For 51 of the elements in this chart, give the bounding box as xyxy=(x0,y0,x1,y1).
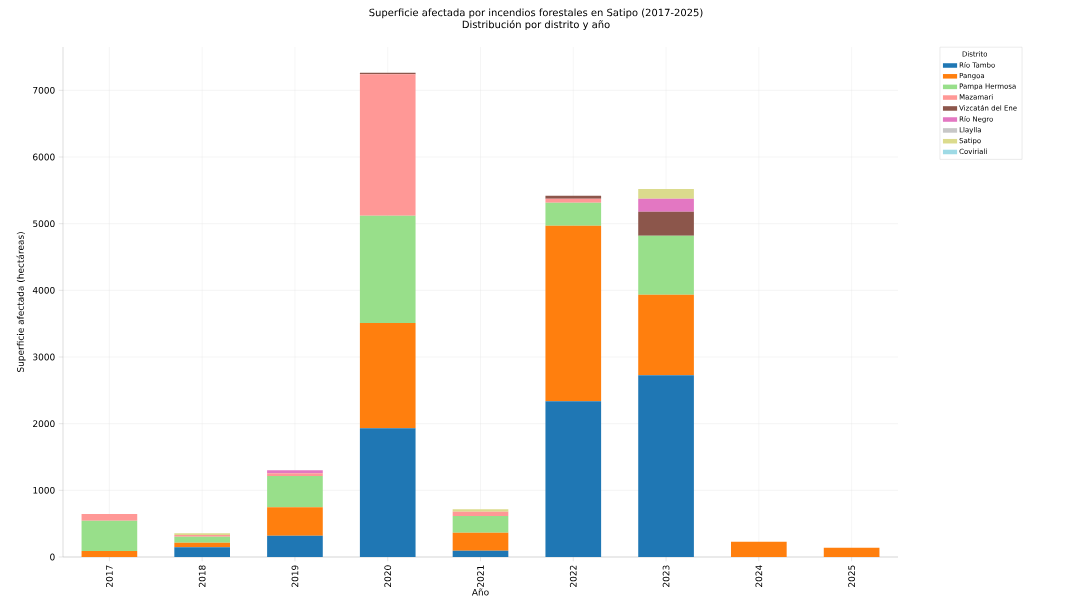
bar xyxy=(545,225,602,402)
x-tick-label: 2025 xyxy=(848,565,855,587)
bar xyxy=(452,509,509,512)
y-tick-label: 6000 xyxy=(33,153,55,161)
bar xyxy=(545,198,602,203)
bar xyxy=(267,476,323,508)
x-tick-label: 2024 xyxy=(755,565,763,587)
x-tick-label: 2017 xyxy=(106,565,113,587)
bar xyxy=(452,516,509,533)
bar xyxy=(359,215,416,323)
y-axis-title: Superficie afectada (hectáreas) xyxy=(16,232,26,372)
y-tick-label: 7000 xyxy=(33,86,55,94)
x-axis-title: Año xyxy=(471,588,489,596)
bar xyxy=(81,514,138,521)
chart-subtitle: Distribución por distrito y año xyxy=(462,20,610,31)
bar xyxy=(359,323,416,429)
chart-title: Superficie afectada por incendios forestales en Satipo (2017-2025) xyxy=(369,8,703,19)
bar xyxy=(545,195,602,199)
y-tick-label: 0 xyxy=(50,553,55,561)
bar xyxy=(174,547,230,557)
bar xyxy=(731,541,787,557)
bar xyxy=(823,547,880,557)
x-tick-label: 2020 xyxy=(384,565,392,587)
y-tick-label: 4000 xyxy=(32,286,55,294)
bar xyxy=(174,536,230,543)
bar xyxy=(638,198,694,212)
bar xyxy=(267,507,323,536)
bar xyxy=(638,294,694,376)
bar xyxy=(81,520,138,551)
x-tick-label: 2023 xyxy=(662,565,670,587)
x-tick-label: 2018 xyxy=(198,565,206,587)
bar xyxy=(81,551,138,557)
bar xyxy=(452,511,509,516)
y-tick-label: 3000 xyxy=(33,353,55,361)
y-tick-label: 1000 xyxy=(33,486,55,494)
bar xyxy=(359,74,416,216)
x-tick-label: 2021 xyxy=(477,565,484,587)
y-tick-label: 2000 xyxy=(33,420,55,428)
bar xyxy=(638,375,694,557)
bar xyxy=(638,189,694,199)
bar xyxy=(638,211,694,236)
x-tick-label: 2022 xyxy=(569,565,577,587)
bar xyxy=(638,235,694,295)
bar xyxy=(545,202,602,226)
y-tick-label: 5000 xyxy=(33,220,55,228)
bar xyxy=(452,532,509,551)
bar xyxy=(545,401,602,557)
bar xyxy=(359,428,416,557)
x-tick-label: 2019 xyxy=(291,565,299,587)
bar xyxy=(267,535,323,557)
bar xyxy=(452,550,509,557)
